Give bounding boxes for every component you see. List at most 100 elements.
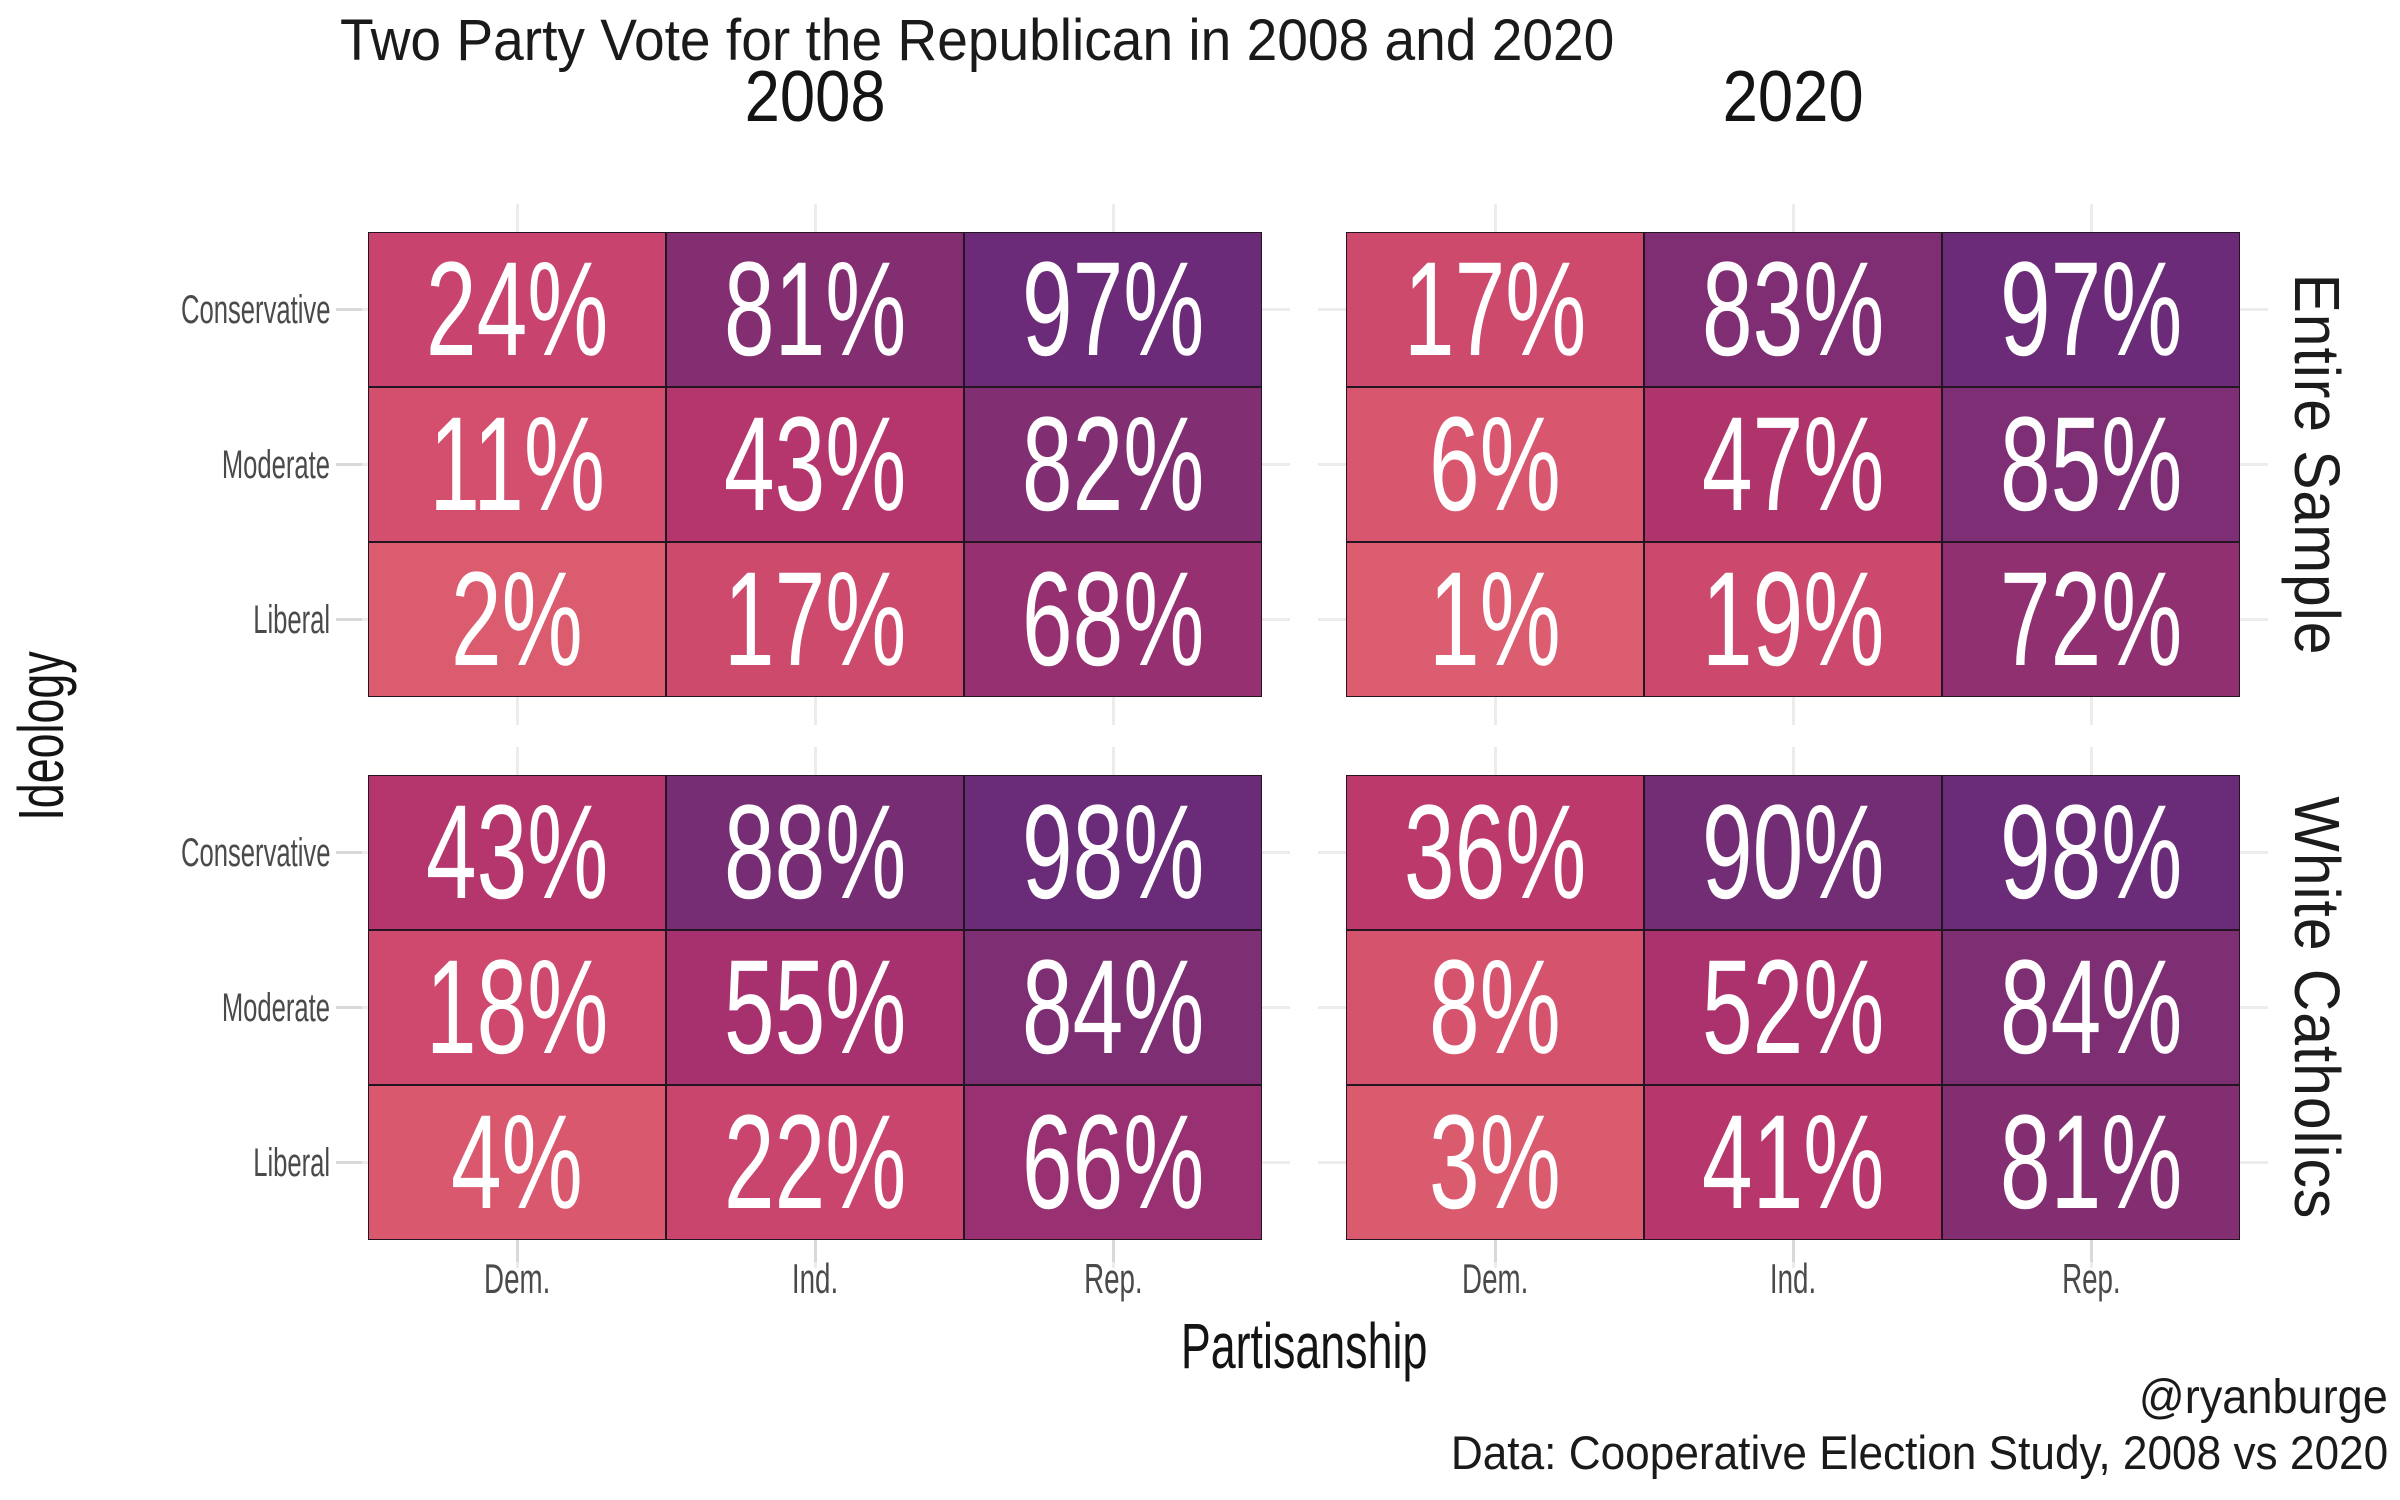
grid-stub [1791, 204, 1795, 232]
cell-value: 11% [429, 389, 605, 539]
cell-value: 85% [1999, 389, 2183, 539]
cell-value: 24% [425, 234, 609, 384]
heatmap-cell: 83% [1644, 232, 1942, 387]
grid-stub [1111, 204, 1115, 232]
heatmap-cell: 36% [1346, 775, 1644, 930]
y-tick-label: Liberal [0, 594, 330, 646]
caption-source: Data: Cooperative Election Study, 2008 v… [1450, 1426, 2388, 1479]
heatmap-cell: 4% [368, 1085, 666, 1240]
y-tick-label: Conservative [0, 284, 330, 336]
cell-value: 6% [1429, 389, 1561, 539]
y-tick-mark [336, 1161, 362, 1164]
y-tick-label-text: Conservative [180, 830, 330, 875]
grid-stub [2089, 747, 2093, 775]
heatmap-cell: 82% [964, 387, 1262, 542]
grid-stub [1493, 697, 1497, 725]
grid-stub [2089, 204, 2093, 232]
grid-stub [1318, 308, 1346, 311]
x-tick-label: Dem. [397, 1254, 637, 1304]
heatmap-cell: 98% [1942, 775, 2240, 930]
cell-value: 3% [1429, 1087, 1561, 1237]
cell-value: 97% [1021, 234, 1205, 384]
y-tick-label: Conservative [0, 827, 330, 879]
cell-value: 72% [1999, 544, 2183, 694]
heatmap-cell: 85% [1942, 387, 2240, 542]
heatmap-cell: 97% [1942, 232, 2240, 387]
x-tick-label: Rep. [993, 1254, 1233, 1304]
heatmap-cell: 18% [368, 930, 666, 1085]
heatmap-panel-entire-sample-2020: 17% 83% 97% 6% 47% 85% 1% 19% 72% [1346, 232, 2240, 697]
heatmap-cell: 1% [1346, 542, 1644, 697]
cell-value: 19% [1701, 544, 1885, 694]
cell-value: 1% [1429, 544, 1561, 694]
x-tick-label-text: Dem. [483, 1255, 551, 1302]
grid-stub [1318, 851, 1346, 854]
heatmap-cell: 11% [368, 387, 666, 542]
x-tick-label: Dem. [1375, 1254, 1615, 1304]
x-tick-label-text: Rep. [1083, 1255, 1143, 1302]
heatmap-cell: 72% [1942, 542, 2240, 697]
grid-stub [515, 204, 519, 232]
heatmap-cell: 55% [666, 930, 964, 1085]
heatmap-cell: 22% [666, 1085, 964, 1240]
caption-handle: @ryanburge [2139, 1371, 2388, 1424]
facet-header-2008: 2008 [744, 57, 886, 137]
heatmap-cell: 19% [1644, 542, 1942, 697]
cell-value: 66% [1021, 1087, 1205, 1237]
grid-stub [2240, 851, 2268, 854]
grid-stub [813, 204, 817, 232]
cell-value: 4% [451, 1087, 583, 1237]
grid-stub [1318, 1006, 1346, 1009]
cell-value: 47% [1701, 389, 1885, 539]
y-tick-mark [336, 463, 362, 466]
y-tick-label-text: Liberal [253, 597, 330, 642]
heatmap-cell: 68% [964, 542, 1262, 697]
cell-value: 41% [1701, 1087, 1885, 1237]
heatmap-cell: 17% [666, 542, 964, 697]
grid-stub [1111, 697, 1115, 725]
y-tick-label-text: Conservative [180, 287, 330, 332]
grid-stub [515, 697, 519, 725]
heatmap-panel-white-catholics-2008: 43% 88% 98% 18% 55% 84% 4% 22% 66% [368, 775, 1262, 1240]
heatmap-cell: 24% [368, 232, 666, 387]
cell-value: 81% [723, 234, 907, 384]
x-tick-label: Ind. [1673, 1254, 1913, 1304]
y-tick-label: Moderate [0, 439, 330, 491]
x-tick-mark [1493, 1240, 1497, 1262]
y-tick-label: Moderate [0, 982, 330, 1034]
grid-stub [1318, 1161, 1346, 1164]
x-tick-mark [1111, 1240, 1115, 1262]
cell-value: 88% [723, 777, 907, 927]
grid-stub [1318, 463, 1346, 466]
y-tick-label-text: Moderate [221, 985, 330, 1030]
grid-stub [1262, 308, 1290, 311]
cell-value: 18% [425, 932, 609, 1082]
x-tick-label: Rep. [1971, 1254, 2211, 1304]
heatmap-cell: 97% [964, 232, 1262, 387]
heatmap-cell: 8% [1346, 930, 1644, 1085]
grid-stub [1791, 747, 1795, 775]
cell-value: 81% [1999, 1087, 2183, 1237]
x-tick-label: Ind. [695, 1254, 935, 1304]
facet-strip-label: White Catholics [2281, 796, 2353, 1219]
x-tick-mark [1791, 1240, 1795, 1262]
heatmap-cell: 43% [368, 775, 666, 930]
cell-value: 36% [1403, 777, 1587, 927]
cell-value: 8% [1429, 932, 1561, 1082]
cell-value: 2% [451, 544, 583, 694]
grid-stub [1111, 747, 1115, 775]
y-tick-label-text: Liberal [253, 1140, 330, 1185]
grid-stub [1262, 463, 1290, 466]
grid-stub [1493, 204, 1497, 232]
heatmap-panel-white-catholics-2020: 36% 90% 98% 8% 52% 84% 3% 41% 81% [1346, 775, 2240, 1240]
cell-value: 90% [1701, 777, 1885, 927]
grid-stub [2240, 463, 2268, 466]
x-tick-label-text: Dem. [1461, 1255, 1529, 1302]
heatmap-cell: 90% [1644, 775, 1942, 930]
grid-stub [1262, 1006, 1290, 1009]
y-tick-label: Liberal [0, 1137, 330, 1189]
grid-stub [2240, 618, 2268, 621]
heatmap-cell: 17% [1346, 232, 1644, 387]
cell-value: 43% [425, 777, 609, 927]
